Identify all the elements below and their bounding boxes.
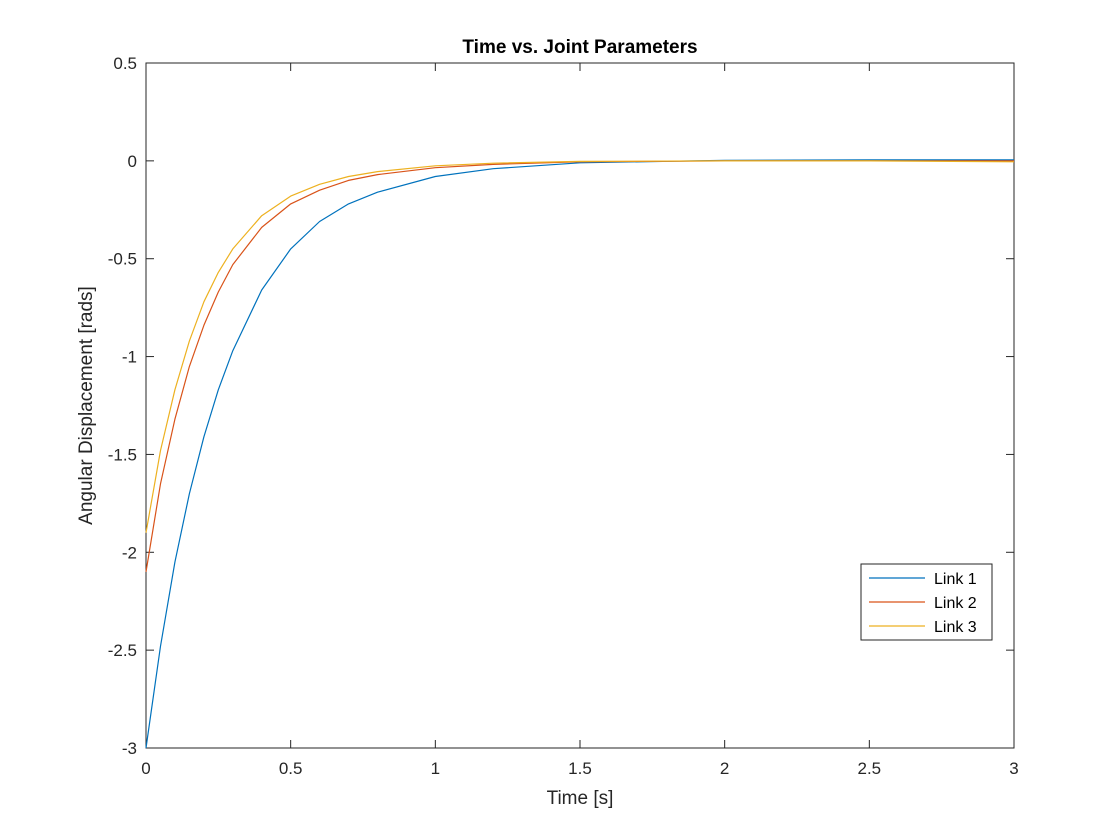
x-tick-label: 0.5 xyxy=(279,759,303,778)
axis-ticks: 0 0.5 1 1.5 2 2.5 3 -3 -2.5 -2 -1.5 -1 -0.5 0 0.5 xyxy=(108,54,1019,778)
legend-label-link-3: Link 3 xyxy=(934,619,977,636)
chart-title: Time vs. Joint Parameters xyxy=(462,37,697,58)
series-layer xyxy=(145,159,1015,749)
x-tick-label: 2.5 xyxy=(858,759,882,778)
y-tick-label: -3 xyxy=(122,739,137,758)
y-tick-label: -2 xyxy=(122,543,137,562)
x-axis-label: Time [s] xyxy=(547,788,614,809)
x-tick-label: 0 xyxy=(141,759,150,778)
y-tick-label: -1 xyxy=(122,348,137,367)
y-tick-label: 0 xyxy=(128,152,137,171)
legend-label-link-2: Link 2 xyxy=(934,595,977,612)
x-tick-label: 1 xyxy=(431,759,440,778)
y-tick-label: -1.5 xyxy=(108,445,137,464)
series-line-link-1 xyxy=(145,159,1014,749)
legend-label-link-1: Link 1 xyxy=(934,571,977,588)
plot-area xyxy=(145,62,1015,749)
y-tick-label: -0.5 xyxy=(108,250,137,269)
x-tick-label: 1.5 xyxy=(568,759,592,778)
y-tick-label: 0.5 xyxy=(113,54,137,73)
y-tick-label: -2.5 xyxy=(108,641,137,660)
x-tick-label: 2 xyxy=(720,759,729,778)
series-line-link-3 xyxy=(145,160,1015,533)
x-tick-label: 3 xyxy=(1009,759,1018,778)
y-axis-label: Angular Displacement [rads] xyxy=(76,286,97,525)
legend: Link 1 Link 2 Link 3 xyxy=(860,563,993,641)
